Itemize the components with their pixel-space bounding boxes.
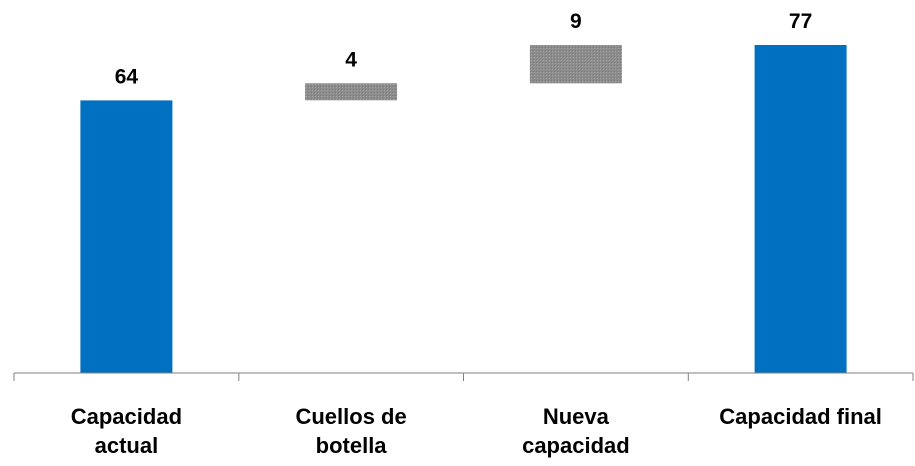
data-label-2: 4 (345, 48, 357, 71)
data-label-3: 9 (570, 10, 582, 33)
bar-3 (529, 45, 622, 84)
data-label-1: 64 (115, 65, 139, 88)
data-label-4: 77 (789, 10, 812, 33)
bar-2 (305, 83, 398, 101)
category-label-1: Capacidad actual (70, 404, 183, 458)
category-label-4: Capacidad final (719, 404, 882, 429)
bar-4 (754, 45, 847, 373)
category-label-2: Cuellos de botella (295, 404, 407, 458)
bar-1 (80, 100, 173, 374)
category-label-3: Nueva capacidad (522, 404, 630, 458)
